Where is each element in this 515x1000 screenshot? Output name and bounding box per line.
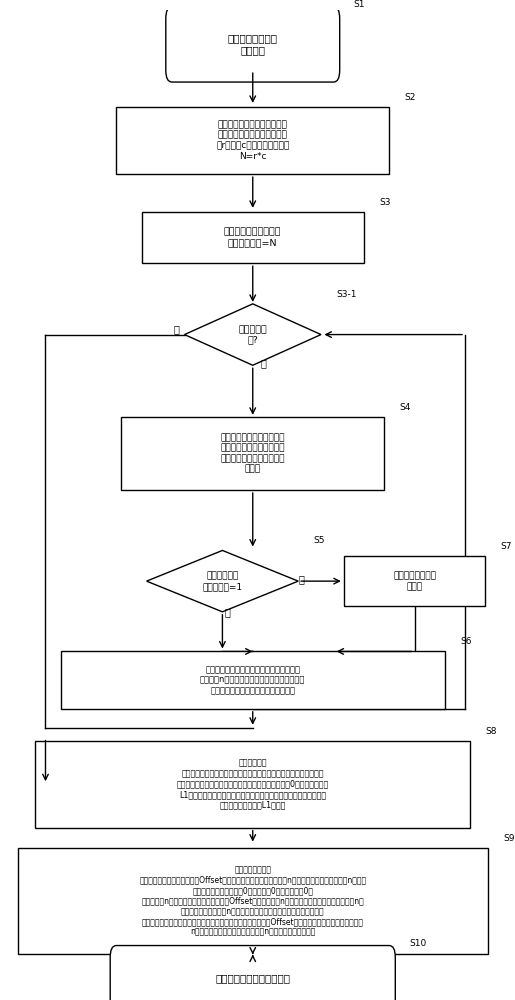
Text: S3-1: S3-1 (336, 290, 357, 299)
Text: 创建一个子屏幕管理数
组，数组容量=N: 创建一个子屏幕管理数 组，数组容量=N (224, 228, 282, 247)
Text: S4: S4 (399, 403, 411, 412)
Polygon shape (147, 550, 298, 612)
FancyBboxPatch shape (36, 741, 470, 828)
Text: S7: S7 (501, 542, 512, 551)
Text: 是: 是 (173, 325, 179, 335)
Polygon shape (184, 304, 321, 365)
Text: 根据当前正在遍历的图元的
坐标、尺寸以及子屏幕宽、
高来计算该图元占据的子屏
幕范围: 根据当前正在遍历的图元的 坐标、尺寸以及子屏幕宽、 高来计算该图元占据的子屏 幕… (220, 433, 285, 473)
FancyBboxPatch shape (61, 651, 445, 709)
FancyBboxPatch shape (110, 946, 396, 1000)
Text: 否: 否 (260, 358, 266, 368)
Text: S8: S8 (485, 727, 497, 736)
Text: 保存全部子屏幕：
记录子屏幕区的起始偏移量为Offset，遍历全部子屏幕，保存子屏幕n的起始位置偏移量及子屏幕n在文件
中占用的长度（先设置为0，先设置为0，记: 保存全部子屏幕： 记录子屏幕区的起始偏移量为Offset，遍历全部子屏幕，保存子… (139, 865, 366, 937)
Text: 是: 是 (225, 607, 231, 617)
Text: 向图形文件中保存
图元开始: 向图形文件中保存 图元开始 (228, 34, 278, 55)
FancyBboxPatch shape (142, 212, 364, 263)
Text: 当前图元占据
的子屏幕数=1: 当前图元占据 的子屏幕数=1 (202, 571, 243, 591)
FancyBboxPatch shape (116, 107, 389, 174)
Text: S6: S6 (460, 637, 472, 646)
FancyBboxPatch shape (122, 417, 384, 490)
Text: S9: S9 (503, 834, 514, 843)
Text: S1: S1 (354, 0, 365, 9)
FancyBboxPatch shape (18, 848, 488, 954)
Text: S5: S5 (314, 536, 325, 545)
Text: 根据图形画布的尺寸、子屏幕
的宽、高计算所需要划分的行
数r、列数c以及子屏幕总个数
N=r*c: 根据图形画布的尺寸、子屏幕 的宽、高计算所需要划分的行 数r、列数c以及子屏幕总… (216, 120, 289, 161)
Text: 向图形文件中保存图元结束: 向图形文件中保存图元结束 (215, 973, 290, 983)
Text: 将当前图元添加到对应子屏幕（把图元占据
的子屏幕n作为下标，找到了屏幕管理数组中的
子屏幕，然后将图元添加到了子屏幕）: 将当前图元添加到对应子屏幕（把图元占据 的子屏幕n作为下标，找到了屏幕管理数组中… (200, 665, 305, 695)
FancyBboxPatch shape (166, 7, 340, 82)
Text: S10: S10 (409, 939, 427, 948)
Text: S2: S2 (404, 93, 416, 102)
Text: 保存基本区：
保存基本区的图元个数、保存基本区在文件中的偏移量、保存基本区
在文件中占用的长度（此时该文件无法得到，先设置为0，并记录位置为
L1），遍历并保存: 保存基本区： 保存基本区的图元个数、保存基本区在文件中的偏移量、保存基本区 在文… (177, 759, 329, 809)
Text: 图元遍历结
束?: 图元遍历结 束? (238, 325, 267, 344)
FancyBboxPatch shape (344, 556, 485, 606)
Text: S3: S3 (379, 198, 390, 207)
Text: 将当前图元添加到
基本区: 将当前图元添加到 基本区 (393, 571, 436, 591)
Text: 否: 否 (298, 574, 304, 584)
